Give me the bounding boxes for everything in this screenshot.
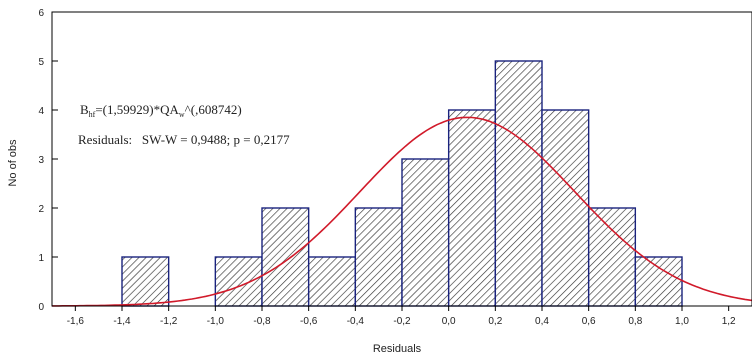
histogram-bar bbox=[354, 207, 403, 307]
x-tick-label: -1,2 bbox=[160, 316, 178, 327]
y-tick-label: 1 bbox=[38, 253, 44, 264]
x-tick-label: 0,4 bbox=[535, 316, 549, 327]
x-tick-label: 0,8 bbox=[628, 316, 642, 327]
histogram-bar bbox=[447, 109, 497, 307]
residuals-test-annotation: Residuals: SW-W = 0,9488; p = 0,2177 bbox=[78, 132, 290, 147]
y-tick-label: 5 bbox=[38, 57, 44, 68]
x-axis-ticks: -1,6 -1,4 -1,2 -1,0 -0,8 -0,6 -0,4 -0,2 0,0 0,2 0,… bbox=[67, 306, 736, 327]
histogram-bar bbox=[587, 207, 637, 307]
x-tick-label: -1,4 bbox=[113, 316, 131, 327]
x-tick-label: -1,6 bbox=[67, 316, 85, 327]
x-tick-label: 1,0 bbox=[675, 316, 689, 327]
x-tick-label: 0,2 bbox=[488, 316, 502, 327]
histogram-bar bbox=[634, 256, 683, 307]
histogram-bars bbox=[121, 60, 683, 307]
y-tick-label: 2 bbox=[38, 204, 44, 215]
histogram-bar bbox=[121, 256, 170, 307]
normal-fit-curve bbox=[52, 116, 752, 307]
formula-annotation: Bhf=(1,59929)*QAw^(,608742) bbox=[80, 102, 242, 119]
x-tick-label: -1,0 bbox=[207, 316, 225, 327]
y-axis-ticks: 0 1 2 3 4 5 6 bbox=[38, 8, 58, 313]
histogram-bar bbox=[307, 256, 357, 307]
y-tick-label: 4 bbox=[38, 106, 44, 117]
y-tick-label: 3 bbox=[38, 155, 44, 166]
y-axis-label: No of obs bbox=[7, 139, 19, 187]
histogram-bar bbox=[401, 158, 450, 307]
histogram-bar bbox=[494, 60, 543, 307]
y-tick-label: 6 bbox=[38, 8, 44, 19]
histogram-bar bbox=[541, 109, 590, 307]
histogram-bar bbox=[261, 207, 310, 307]
y-tick-label: 0 bbox=[38, 302, 44, 313]
x-tick-label: -0,8 bbox=[253, 316, 271, 327]
x-tick-label: -0,4 bbox=[347, 316, 365, 327]
x-axis-label: Residuals bbox=[373, 343, 422, 355]
x-tick-label: 0,6 bbox=[582, 316, 596, 327]
x-tick-label: -0,2 bbox=[393, 316, 411, 327]
histogram-bar bbox=[214, 256, 263, 307]
x-tick-label: 0,0 bbox=[442, 316, 456, 327]
x-tick-label: 1,2 bbox=[722, 316, 736, 327]
x-tick-label: -0,6 bbox=[300, 316, 318, 327]
